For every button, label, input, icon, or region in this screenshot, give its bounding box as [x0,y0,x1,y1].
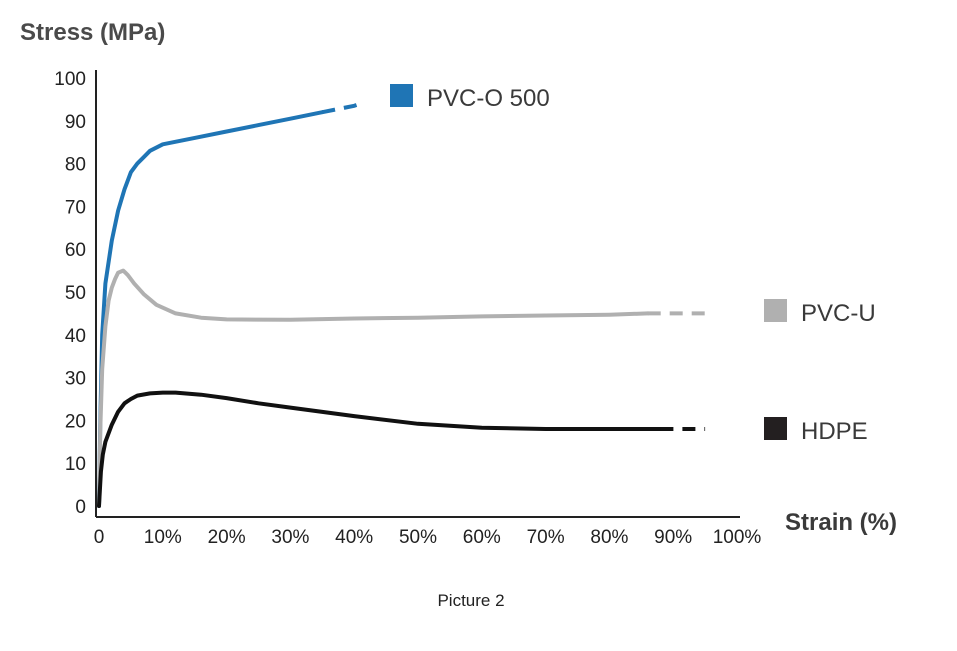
y-tick-label: 20 [65,411,86,432]
y-tick-label: 50 [65,283,86,304]
x-tick-label: 100% [713,527,762,548]
legend-label-pvc-u: PVC-U [801,300,876,327]
x-tick-label: 70% [527,527,565,548]
y-axis-title: Stress (MPa) [20,19,165,46]
series-extension-pvc-o-500 [321,101,362,115]
y-tick-label: 90 [65,112,86,133]
y-tick-label: 10 [65,454,86,475]
legend-swatch-pvc-u [764,299,787,322]
legend-swatch-pvc-o-500 [390,84,413,107]
figure-caption: Picture 2 [437,591,504,610]
x-tick-label: 30% [271,527,309,548]
y-tick-label: 60 [65,240,86,261]
legend-label-pvc-o-500: PVC-O 500 [427,85,550,112]
y-tick-label: 70 [65,197,86,218]
y-tick-label: 30 [65,369,86,390]
series-line-pvc-u [97,268,650,508]
y-tick-labels: 0 10 20 30 40 50 60 70 80 90 100 [54,69,86,518]
series-line-pvc-o-500 [97,110,325,508]
y-tick-label: 40 [65,326,86,347]
x-tick-label: 50% [399,527,437,548]
legend-label-hdpe: HDPE [801,418,868,445]
series-lines [97,101,706,508]
x-tick-label: 90% [654,527,692,548]
y-tick-label: 100 [54,69,86,90]
x-tick-label: 0 [94,527,105,548]
x-tick-label: 40% [335,527,373,548]
y-tick-label: 80 [65,155,86,176]
x-tick-labels: 0 10% 20% 30% 40% 50% 60% 70% 80% 90% 100% [94,527,762,548]
x-tick-label: 10% [144,527,182,548]
series-line-hdpe [97,390,663,508]
x-tick-label: 20% [208,527,246,548]
y-tick-label: 0 [75,497,86,518]
x-tick-label: 80% [590,527,628,548]
legend-swatch-hdpe [764,417,787,440]
x-axis-title: Strain (%) [785,509,897,536]
x-tick-label: 60% [463,527,501,548]
legend: PVC-O 500 PVC-U HDPE [390,84,876,445]
